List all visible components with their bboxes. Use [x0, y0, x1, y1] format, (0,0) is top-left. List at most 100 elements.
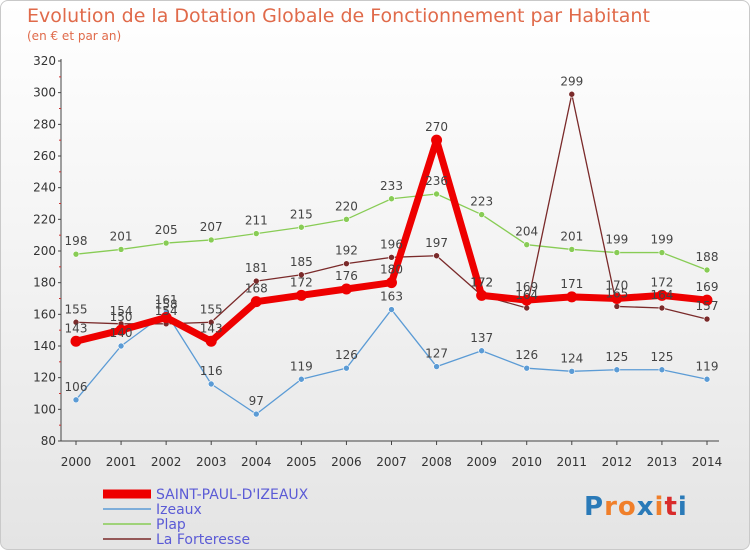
y-tick-label: 180 — [33, 276, 56, 290]
data-label-izeaux: 106 — [65, 380, 88, 394]
legend-label-plap: Plap — [156, 517, 186, 533]
data-label-la-forteresse: 165 — [605, 286, 628, 300]
data-label-la-forteresse: 154 — [155, 304, 178, 318]
data-point-plap — [613, 249, 621, 256]
data-point-saint-paul-d-izeaux — [205, 335, 217, 347]
x-tick-label: 2003 — [196, 455, 227, 469]
x-tick-label: 2009 — [466, 455, 497, 469]
data-point-izeaux — [523, 364, 531, 372]
data-point-la-forteresse — [207, 318, 215, 326]
data-label-plap: 199 — [650, 233, 673, 247]
data-point-izeaux — [478, 347, 485, 355]
y-tick-label: 120 — [33, 371, 56, 385]
y-tick-label: 140 — [33, 339, 56, 353]
data-point-la-forteresse — [388, 254, 395, 261]
x-tick-label: 2006 — [331, 455, 362, 469]
data-point-saint-paul-d-izeaux — [340, 283, 352, 295]
data-label-la-forteresse: 181 — [245, 261, 268, 275]
data-label-plap: 198 — [65, 234, 88, 248]
data-point-plap — [523, 241, 531, 248]
y-tick-label: 160 — [33, 307, 56, 321]
data-point-izeaux — [658, 366, 666, 374]
data-label-la-forteresse: 164 — [650, 288, 673, 302]
data-label-izeaux: 161 — [155, 293, 178, 307]
data-point-saint-paul-d-izeaux — [250, 296, 262, 308]
data-label-saint-paul-d-izeaux: 143 — [65, 321, 88, 335]
x-tick-label: 2011 — [557, 455, 588, 469]
series-saint-paul-d-izeaux — [70, 134, 713, 347]
data-point-plap — [658, 249, 666, 256]
data-point-izeaux — [298, 375, 305, 383]
data-point-la-forteresse — [433, 252, 440, 260]
data-label-plap: 188 — [696, 250, 719, 264]
data-label-saint-paul-d-izeaux: 180 — [380, 263, 403, 277]
y-tick-label: 240 — [33, 181, 56, 195]
x-tick-label: 2010 — [511, 455, 542, 469]
data-label-plap: 199 — [605, 233, 628, 247]
data-point-izeaux — [568, 368, 576, 375]
data-point-plap — [207, 236, 215, 244]
data-point-izeaux — [343, 364, 350, 372]
data-label-plap: 220 — [335, 199, 358, 213]
data-point-izeaux — [207, 380, 215, 388]
data-point-saint-paul-d-izeaux — [386, 277, 397, 289]
data-point-izeaux — [252, 410, 260, 418]
data-label-izeaux: 124 — [560, 351, 583, 365]
data-point-la-forteresse — [703, 315, 711, 323]
data-label-plap: 211 — [245, 214, 268, 228]
data-label-la-forteresse: 155 — [200, 302, 223, 316]
data-label-saint-paul-d-izeaux: 170 — [605, 279, 628, 293]
data-label-plap: 205 — [155, 223, 178, 237]
data-point-saint-paul-d-izeaux — [295, 289, 307, 301]
data-label-la-forteresse: 164 — [515, 288, 538, 302]
y-tick-label: 280 — [33, 117, 56, 131]
data-point-izeaux — [433, 363, 440, 370]
data-label-izeaux: 125 — [605, 350, 628, 364]
chart-subtitle: (en € et par an) — [27, 29, 122, 43]
data-point-plap — [478, 211, 485, 218]
data-point-saint-paul-d-izeaux — [160, 312, 172, 323]
y-tick-label: 320 — [33, 54, 56, 68]
data-label-saint-paul-d-izeaux: 158 — [155, 298, 178, 312]
data-label-saint-paul-d-izeaux: 176 — [335, 269, 358, 283]
data-point-plap — [298, 223, 305, 231]
data-label-plap: 236 — [425, 174, 448, 188]
data-label-la-forteresse: 157 — [696, 299, 719, 313]
data-label-izeaux: 125 — [650, 350, 673, 364]
y-tick-label: 100 — [33, 402, 56, 416]
y-tick-label: 260 — [33, 149, 56, 163]
chart-title: Evolution de la Dotation Globale de Fonc… — [27, 5, 650, 27]
x-tick-label: 2014 — [692, 455, 723, 469]
data-point-saint-paul-d-izeaux — [115, 324, 127, 336]
data-label-izeaux: 119 — [290, 359, 313, 373]
data-label-la-forteresse: 154 — [110, 304, 133, 318]
x-tick-label: 2002 — [151, 455, 182, 469]
data-point-plap — [433, 190, 440, 198]
x-tick-label: 2008 — [421, 455, 452, 469]
data-point-plap — [117, 246, 125, 253]
data-point-plap — [162, 239, 170, 247]
series-layer — [70, 90, 713, 418]
data-point-la-forteresse — [613, 303, 621, 310]
data-point-izeaux — [388, 306, 395, 313]
data-label-saint-paul-d-izeaux: 172 — [650, 275, 673, 289]
data-label-la-forteresse: 196 — [380, 237, 403, 251]
x-tick-label: 2005 — [286, 455, 317, 469]
data-label-plap: 201 — [110, 229, 133, 243]
y-tick-label: 80 — [41, 434, 56, 448]
data-point-saint-paul-d-izeaux — [431, 134, 443, 146]
x-tick-label: 2012 — [602, 455, 633, 469]
data-point-la-forteresse — [523, 304, 531, 312]
x-tick-label: 2013 — [647, 455, 678, 469]
data-point-izeaux — [72, 396, 80, 404]
data-point-la-forteresse — [343, 260, 350, 267]
data-label-izeaux: 116 — [200, 364, 223, 378]
data-label-saint-paul-d-izeaux: 143 — [200, 321, 223, 335]
chart-axes: 80 100 120 140 160 180 200 220 240 260 280 300 320 20… — [33, 54, 722, 469]
data-label-saint-paul-d-izeaux: 169 — [696, 280, 719, 294]
data-label-plap: 215 — [290, 207, 313, 221]
data-point-la-forteresse — [658, 304, 666, 312]
legend-label-saint-paul-d-izeaux: SAINT-PAUL-D'IZEAUX — [156, 487, 309, 503]
x-tick-label: 2000 — [61, 455, 92, 469]
